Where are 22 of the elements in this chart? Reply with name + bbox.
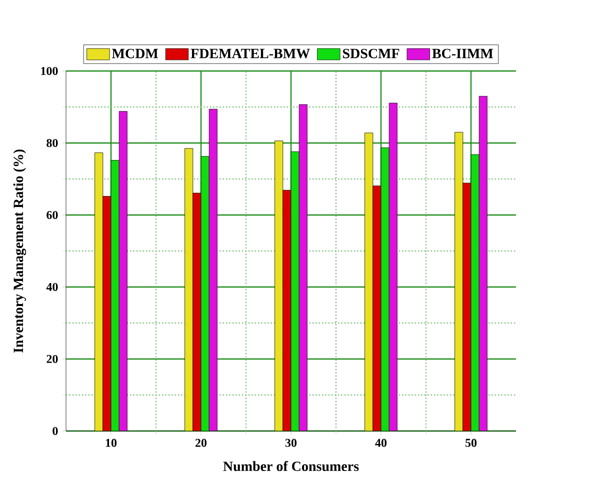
y-tick-label: 40 <box>46 282 58 292</box>
x-tick-label: 30 <box>285 438 297 447</box>
legend-label: BC-IIMM <box>432 48 493 58</box>
bar <box>201 156 210 431</box>
y-tick-label: 60 <box>46 210 58 220</box>
y-tick-label: 20 <box>46 354 58 364</box>
legend-label: FDEMATEL-BMW <box>190 48 310 58</box>
x-tick-label: 40 <box>375 438 387 447</box>
y-tick-label: 100 <box>41 66 58 76</box>
x-axis-title: Number of Consumers <box>223 461 359 472</box>
legend-label: MCDM <box>112 48 158 58</box>
y-tick-label: 0 <box>52 426 58 436</box>
bar <box>291 152 300 431</box>
x-tick-label: 50 <box>465 438 477 447</box>
x-tick-label: 20 <box>196 438 207 447</box>
bar <box>470 154 480 431</box>
y-axis-title: Inventory Management Ratio (%) <box>13 150 26 353</box>
bar <box>111 160 120 431</box>
y-tick-label: 80 <box>46 138 58 148</box>
bar <box>381 148 390 431</box>
legend-label: SDSCMF <box>343 48 400 58</box>
x-tick-label: 10 <box>106 438 117 447</box>
